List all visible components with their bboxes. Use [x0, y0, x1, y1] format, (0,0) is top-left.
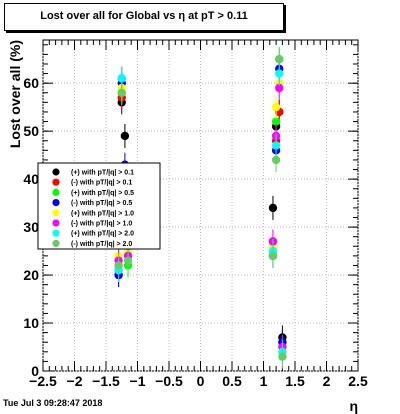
data-point — [117, 88, 126, 97]
y-tick-label: 30 — [23, 219, 39, 235]
data-point — [271, 141, 281, 150]
legend-entry: (+) with pT/|q| > 2.0 — [71, 231, 134, 238]
data-point — [275, 54, 284, 64]
x-tick-label: 2 — [323, 373, 331, 389]
y-tick-label: 40 — [23, 171, 39, 187]
x-tick-label: −1.5 — [92, 373, 120, 389]
x-tick-label: 1 — [260, 373, 268, 389]
data-point — [278, 352, 287, 361]
data-point — [275, 69, 284, 78]
y-tick-label: 0 — [31, 363, 39, 379]
data-point — [114, 261, 123, 270]
legend-marker — [52, 229, 60, 237]
y-tick-label: 50 — [23, 123, 39, 139]
x-tick-label: 2.5 — [348, 373, 368, 389]
y-axis-title: Lost over all (%) — [7, 40, 23, 148]
legend-entry: (+) with pT/|q| > 1.0 — [71, 210, 134, 217]
legend-marker — [52, 219, 60, 227]
legend-entry: (-) with pT/|q| > 1.0 — [71, 221, 132, 228]
legend-marker — [52, 199, 60, 207]
y-tick-label: 20 — [23, 267, 39, 283]
data-point — [271, 155, 281, 165]
data-point — [271, 102, 281, 112]
data-point — [275, 83, 284, 93]
x-tick-label: 0 — [197, 373, 205, 389]
data-point — [268, 203, 278, 213]
x-tick-label: 0.5 — [222, 373, 242, 389]
timestamp: Tue Jul 3 09:28:47 2018 — [3, 398, 103, 408]
y-tick-label: 60 — [23, 75, 39, 91]
legend-entry: (+) with pT/|q| > 0.5 — [71, 190, 134, 197]
legend-entry: (-) with pT/|q| > 2.0 — [71, 241, 132, 248]
x-tick-label: −1 — [130, 373, 146, 389]
legend-marker — [52, 239, 60, 247]
x-axis-title: η — [349, 398, 358, 414]
data-point — [117, 74, 126, 83]
y-tick-label: 10 — [23, 315, 39, 331]
legend-marker — [52, 168, 60, 176]
data-point — [268, 251, 278, 261]
legend-entry: (+) with pT/|q| > 0.1 — [71, 170, 134, 177]
x-tick-label: −0.5 — [155, 373, 183, 389]
legend-marker — [52, 178, 60, 186]
x-tick-label: −2.5 — [29, 373, 57, 389]
data-point — [271, 117, 281, 126]
data-point — [123, 256, 133, 265]
legend-entry: (-) with pT/|q| > 0.5 — [71, 200, 132, 207]
chart-title-box: Lost over all for Global vs η at pT > 0.… — [4, 3, 284, 31]
x-tick-label: −2 — [67, 373, 83, 389]
legend-marker — [52, 209, 60, 217]
x-tick-label: 1.5 — [285, 373, 305, 389]
legend-marker — [52, 188, 60, 196]
legend-entry: (-) with pT/|q| > 0.1 — [71, 180, 132, 187]
data-point — [120, 131, 130, 141]
chart-title: Lost over all for Global vs η at pT > 0.… — [40, 10, 248, 22]
